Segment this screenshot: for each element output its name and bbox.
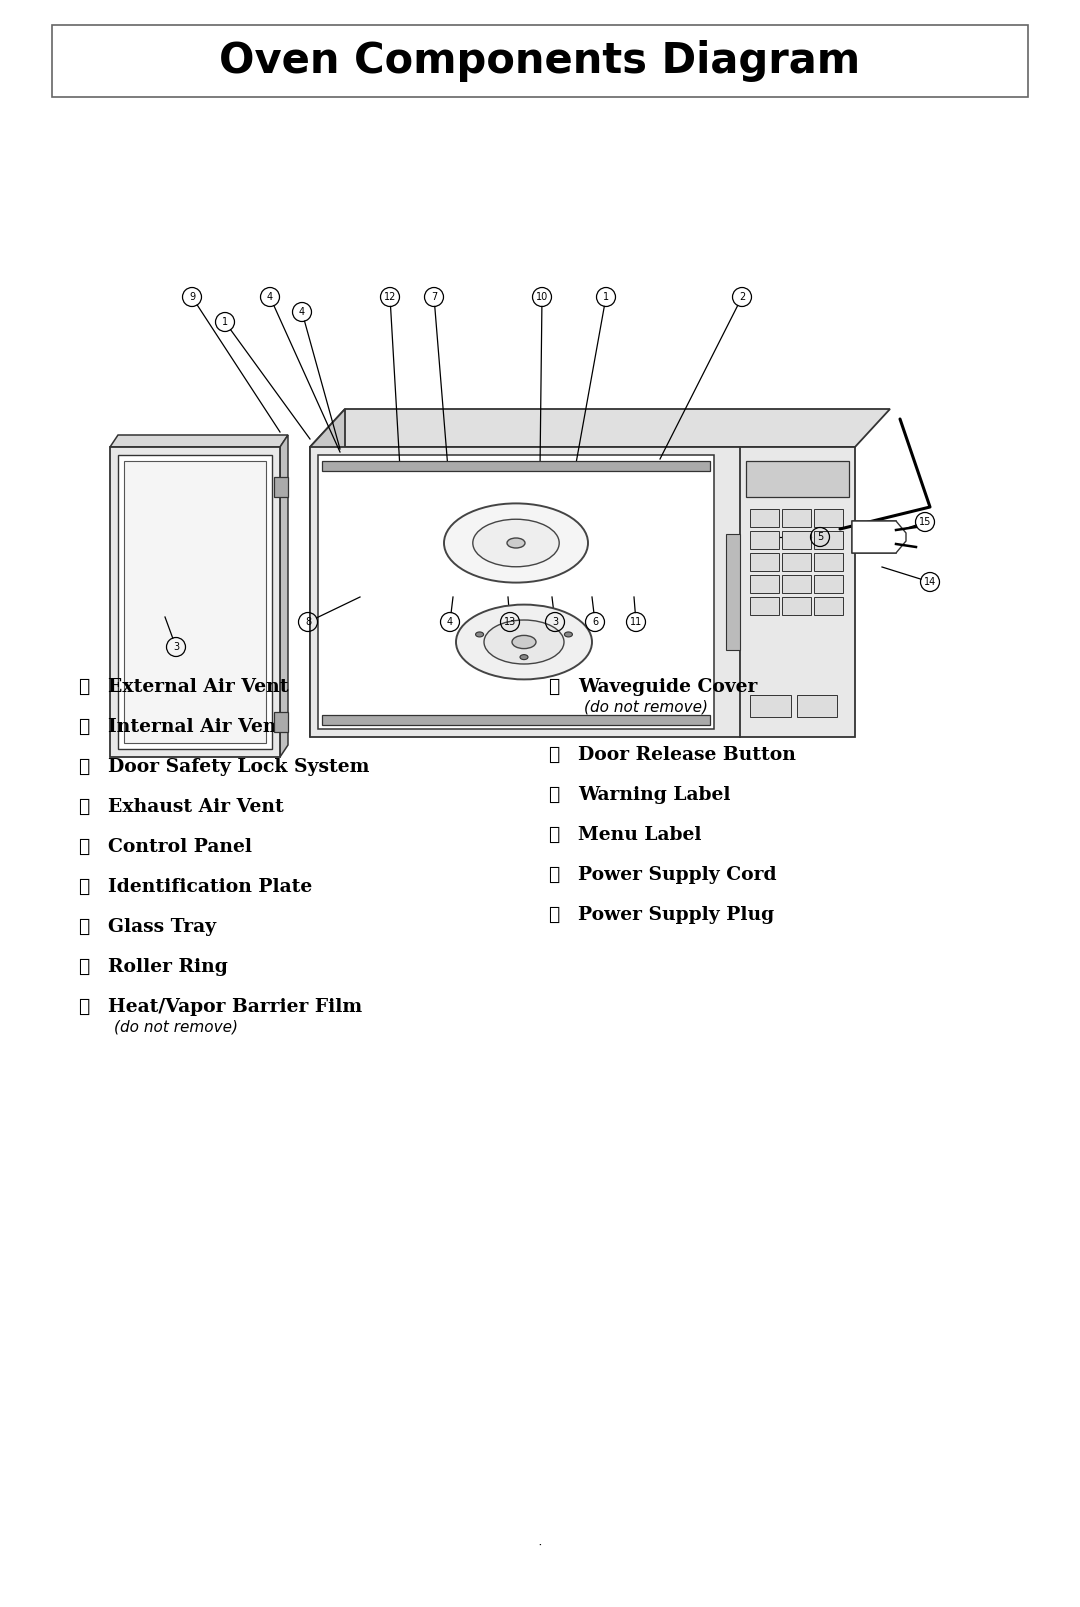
- Text: 1: 1: [221, 317, 228, 326]
- Text: 15: 15: [919, 517, 931, 527]
- Bar: [814, 509, 843, 527]
- Text: 3: 3: [173, 643, 179, 652]
- Text: ⑮: ⑮: [548, 906, 559, 924]
- Ellipse shape: [456, 604, 592, 680]
- Bar: [318, 455, 714, 730]
- Bar: [814, 596, 843, 615]
- Ellipse shape: [512, 635, 536, 649]
- FancyBboxPatch shape: [52, 26, 1028, 96]
- Text: ①: ①: [78, 678, 90, 696]
- Polygon shape: [310, 410, 345, 738]
- Polygon shape: [280, 435, 288, 757]
- Bar: [814, 575, 843, 593]
- Text: (do not remove): (do not remove): [584, 699, 708, 715]
- Ellipse shape: [507, 538, 525, 548]
- Bar: [782, 575, 811, 593]
- Bar: [852, 521, 896, 553]
- Bar: [726, 534, 740, 649]
- Text: ⑫: ⑫: [548, 786, 559, 804]
- Text: ⑤: ⑤: [78, 837, 90, 857]
- Bar: [782, 553, 811, 570]
- Polygon shape: [310, 410, 890, 447]
- Text: ⑧: ⑧: [78, 958, 90, 975]
- Bar: [750, 509, 779, 527]
- Ellipse shape: [473, 519, 559, 567]
- Text: ˙: ˙: [537, 1544, 543, 1559]
- Bar: [750, 694, 791, 717]
- Text: Internal Air Vent: Internal Air Vent: [108, 718, 285, 736]
- Text: ⑭: ⑭: [548, 866, 559, 884]
- Text: External Air Vent: External Air Vent: [108, 678, 288, 696]
- Text: 9: 9: [189, 292, 195, 302]
- Ellipse shape: [444, 503, 588, 583]
- Text: 7: 7: [431, 292, 437, 302]
- Text: Power Supply Cord: Power Supply Cord: [578, 866, 777, 884]
- Bar: [782, 509, 811, 527]
- Bar: [124, 461, 266, 742]
- Ellipse shape: [565, 632, 572, 636]
- Text: Waveguide Cover: Waveguide Cover: [578, 678, 757, 696]
- Text: Roller Ring: Roller Ring: [108, 958, 228, 975]
- Bar: [746, 461, 849, 497]
- Text: 4: 4: [267, 292, 273, 302]
- Polygon shape: [110, 435, 288, 447]
- Bar: [274, 712, 288, 733]
- Text: 2: 2: [739, 292, 745, 302]
- Text: ⑪: ⑪: [548, 746, 559, 763]
- Text: Power Supply Plug: Power Supply Plug: [578, 906, 774, 924]
- Text: Glass Tray: Glass Tray: [108, 918, 216, 935]
- Text: Control Panel: Control Panel: [108, 837, 252, 857]
- Bar: [110, 447, 280, 757]
- Text: (do not remove): (do not remove): [114, 1019, 238, 1035]
- Bar: [310, 447, 855, 738]
- Text: 10: 10: [536, 292, 549, 302]
- Bar: [814, 530, 843, 550]
- Text: 4: 4: [299, 307, 305, 317]
- Bar: [118, 455, 272, 749]
- Bar: [750, 530, 779, 550]
- Text: Exhaust Air Vent: Exhaust Air Vent: [108, 799, 284, 816]
- Text: 5: 5: [816, 532, 823, 542]
- Ellipse shape: [484, 620, 564, 664]
- Text: 4: 4: [447, 617, 454, 627]
- Bar: [750, 553, 779, 570]
- Bar: [782, 596, 811, 615]
- Ellipse shape: [475, 632, 484, 636]
- Bar: [782, 530, 811, 550]
- Text: ④: ④: [78, 799, 90, 816]
- Text: Oven Components Diagram: Oven Components Diagram: [219, 40, 861, 82]
- Text: 1: 1: [603, 292, 609, 302]
- Bar: [274, 477, 288, 497]
- Text: Heat/Vapor Barrier Film: Heat/Vapor Barrier Film: [108, 998, 362, 1016]
- Text: ⑥: ⑥: [78, 877, 90, 897]
- Text: 6: 6: [592, 617, 598, 627]
- Text: 12: 12: [383, 292, 396, 302]
- Text: ③: ③: [78, 759, 90, 776]
- Polygon shape: [852, 521, 906, 553]
- Bar: [797, 694, 837, 717]
- Text: ⑩: ⑩: [548, 678, 559, 696]
- Text: 14: 14: [923, 577, 936, 587]
- Bar: [750, 596, 779, 615]
- Text: Warning Label: Warning Label: [578, 786, 730, 804]
- Text: ⑦: ⑦: [78, 918, 90, 935]
- Bar: [750, 575, 779, 593]
- Bar: [322, 715, 710, 725]
- Text: Door Safety Lock System: Door Safety Lock System: [108, 759, 369, 776]
- Text: Menu Label: Menu Label: [578, 826, 702, 844]
- Text: Door Release Button: Door Release Button: [578, 746, 796, 763]
- Ellipse shape: [519, 654, 528, 659]
- Text: ⑨: ⑨: [78, 998, 90, 1016]
- Bar: [322, 461, 710, 471]
- Text: 8: 8: [305, 617, 311, 627]
- Text: 13: 13: [504, 617, 516, 627]
- Text: 3: 3: [552, 617, 558, 627]
- Text: ②: ②: [78, 718, 90, 736]
- Text: 11: 11: [630, 617, 643, 627]
- Text: ⑬: ⑬: [548, 826, 559, 844]
- Bar: [814, 553, 843, 570]
- Text: Identification Plate: Identification Plate: [108, 877, 312, 897]
